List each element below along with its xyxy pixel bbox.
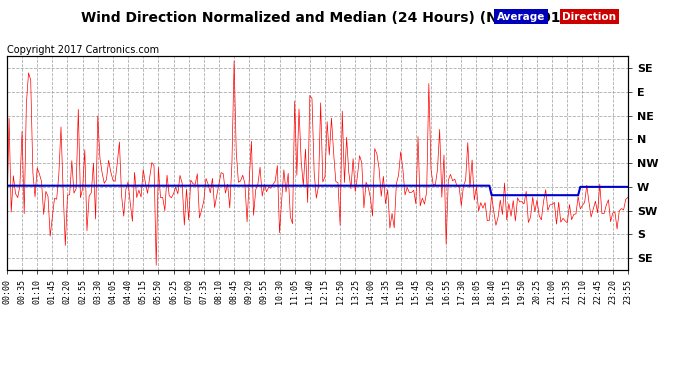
Text: Wind Direction Normalized and Median (24 Hours) (New) 20170804: Wind Direction Normalized and Median (24… (81, 11, 609, 25)
Text: Copyright 2017 Cartronics.com: Copyright 2017 Cartronics.com (7, 45, 159, 55)
Text: Average: Average (497, 12, 545, 22)
Text: Direction: Direction (562, 12, 616, 22)
